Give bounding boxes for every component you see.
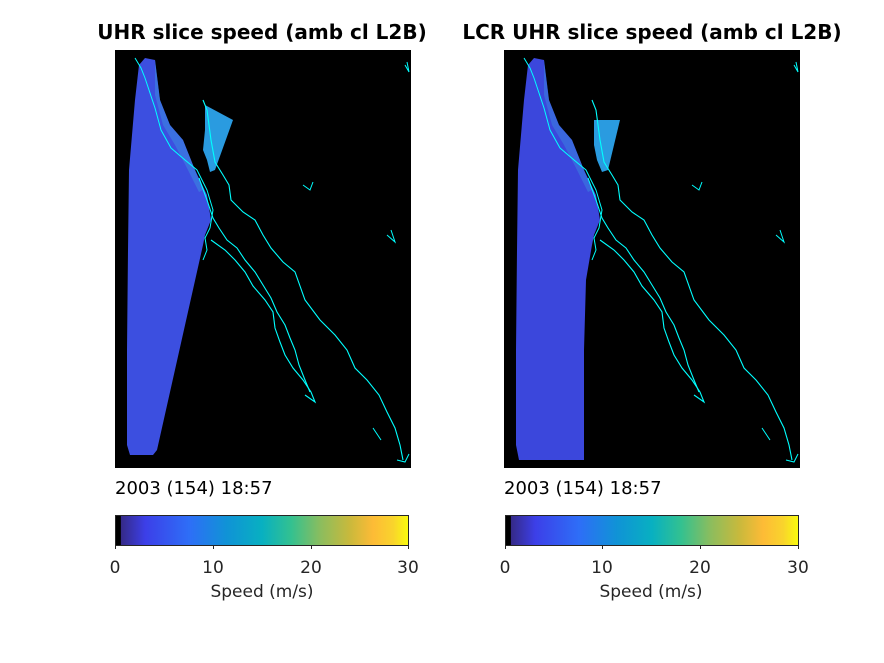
right-speed-map bbox=[504, 50, 800, 468]
right-colorbar-tick bbox=[798, 545, 799, 549]
right-colorbar-tick bbox=[602, 545, 603, 549]
coastline bbox=[587, 177, 700, 393]
left-colorbar bbox=[115, 515, 409, 546]
right-colorbar-tick bbox=[700, 545, 701, 549]
right-colorbar-tick-label: 0 bbox=[499, 558, 511, 578]
gulf-swath bbox=[203, 105, 233, 172]
coastline bbox=[404, 61, 410, 73]
coastline bbox=[793, 61, 799, 73]
coastline bbox=[761, 427, 771, 441]
coastline bbox=[775, 229, 786, 244]
right-panel-title: LCR UHR slice speed (amb cl L2B) bbox=[462, 20, 842, 44]
left-colorbar-tick-label: 10 bbox=[202, 558, 224, 578]
wind-speed-swath bbox=[127, 58, 211, 455]
left-timestamp: 2003 (154) 18:57 bbox=[115, 478, 273, 499]
left-colorbar-tick-label: 30 bbox=[397, 558, 419, 578]
coastline bbox=[591, 99, 793, 461]
left-colorbar-tick-label: 20 bbox=[300, 558, 322, 578]
right-colorbar-tick-label: 10 bbox=[591, 558, 613, 578]
coastline bbox=[302, 181, 314, 191]
right-colorbar-tick-label: 30 bbox=[787, 558, 809, 578]
coastline bbox=[134, 57, 214, 261]
left-map-image bbox=[127, 57, 410, 463]
left-colorbar-tick bbox=[213, 545, 214, 549]
left-colorbar-tick bbox=[311, 545, 312, 549]
left-colorbar-gradient bbox=[116, 516, 408, 545]
left-colorbar-tick bbox=[115, 545, 116, 549]
right-colorbar-tick bbox=[505, 545, 506, 549]
coastline bbox=[599, 239, 706, 404]
right-colorbar-label: Speed (m/s) bbox=[599, 582, 703, 602]
coastline bbox=[372, 427, 382, 441]
coastline bbox=[396, 453, 410, 463]
coastline bbox=[691, 181, 703, 191]
right-colorbar-gradient bbox=[506, 516, 798, 545]
coastline bbox=[202, 99, 404, 461]
right-map-image bbox=[516, 57, 799, 463]
left-colorbar-tick bbox=[408, 545, 409, 549]
right-timestamp: 2003 (154) 18:57 bbox=[504, 478, 662, 499]
left-colorbar-label: Speed (m/s) bbox=[210, 582, 314, 602]
left-speed-map bbox=[115, 50, 411, 468]
coastline bbox=[386, 229, 397, 244]
left-panel-title: UHR slice speed (amb cl L2B) bbox=[97, 20, 427, 44]
coastline bbox=[198, 177, 311, 393]
coastline bbox=[785, 453, 799, 463]
coastline bbox=[523, 57, 603, 261]
wind-speed-swath-edge bbox=[544, 60, 592, 192]
wind-speed-swath-edge bbox=[155, 60, 203, 192]
wind-speed-swath bbox=[516, 58, 600, 460]
right-colorbar bbox=[505, 515, 799, 546]
left-colorbar-tick-label: 0 bbox=[109, 558, 121, 578]
coastline bbox=[210, 239, 317, 404]
gulf-swath bbox=[594, 120, 620, 172]
right-colorbar-tick-label: 20 bbox=[689, 558, 711, 578]
